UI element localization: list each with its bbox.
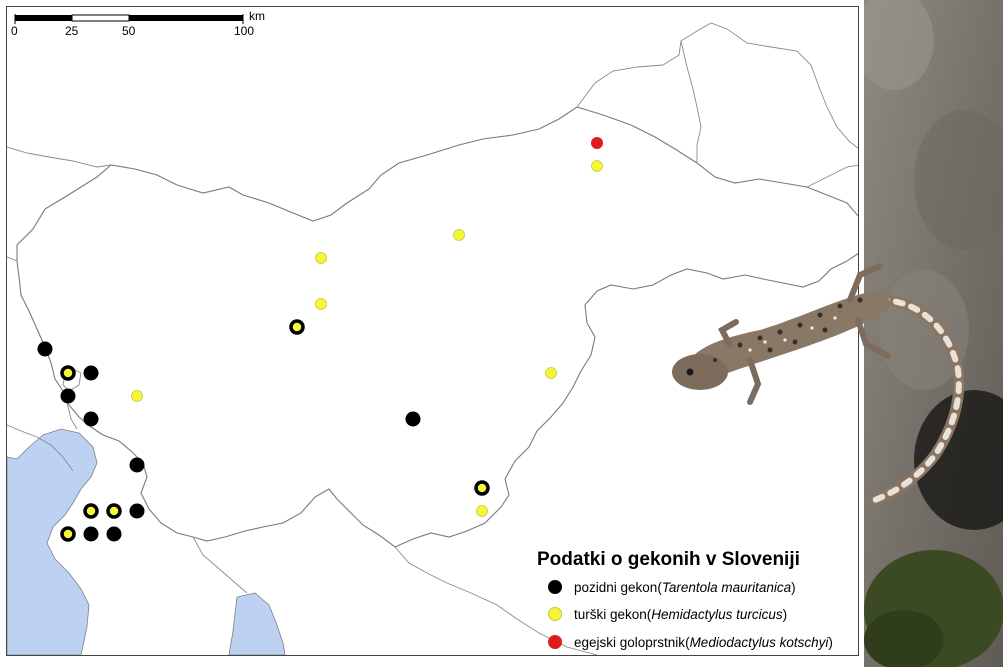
neighbour-border-austria (576, 22, 858, 149)
record-hemidactylus (591, 160, 603, 172)
record-hemidactylus (315, 298, 327, 310)
record-tarentola (83, 526, 99, 542)
neighbour-border-north (7, 146, 112, 168)
scale-tick-50: 50 (122, 24, 136, 38)
record-both-species (289, 319, 305, 335)
legend-common-name: egejski goloprstnik (574, 634, 686, 650)
map-canvas (7, 14, 858, 655)
legend-latin-name: Hemidactylus turcicus (651, 606, 783, 622)
record-tarentola (129, 503, 145, 519)
yellow-dot-icon (548, 607, 562, 621)
neighbour-border-east (806, 164, 858, 188)
rock-background (864, 0, 1003, 667)
record-hemidactylus (315, 252, 327, 264)
legend-item-tarentola: pozidni gekon (Tarentola mauritanica) (548, 578, 796, 596)
record-both-species (106, 503, 122, 519)
scale-tick-0: 0 (11, 24, 18, 38)
record-hemidactylus (453, 229, 465, 241)
scale-tick-100: 100 (234, 24, 255, 38)
record-tarentola (106, 526, 122, 542)
records-layer (37, 137, 603, 542)
record-tarentola (83, 365, 99, 381)
record-tarentola (405, 411, 421, 427)
record-tarentola (83, 411, 99, 427)
record-tarentola (129, 457, 145, 473)
record-hemidactylus (545, 367, 557, 379)
scale-bar-unit: km (249, 9, 265, 23)
record-both-species (60, 526, 76, 542)
record-tarentola (60, 388, 76, 404)
legend-item-hemidactylus: turški gekon (Hemidactylus turcicus) (548, 605, 787, 623)
gulf-sea (228, 592, 286, 655)
scale-tick-25: 25 (65, 24, 79, 38)
record-both-species (474, 480, 490, 496)
record-both-species (83, 503, 99, 519)
record-hemidactylus (476, 505, 488, 517)
neighbour-border-italy (7, 256, 74, 472)
legend-common-name: pozidni gekon (574, 579, 658, 595)
slovenia-border (16, 106, 858, 548)
red-dot-icon (548, 635, 562, 649)
legend-title: Podatki o gekonih v Sloveniji (537, 549, 800, 570)
neighbour-border-hungary (680, 40, 702, 163)
black-dot-icon (548, 580, 562, 594)
record-both-species (60, 365, 76, 381)
adriatic-sea (7, 428, 98, 655)
record-hemidactylus (131, 390, 143, 402)
map-frame: km 0 25 50 100 Podatki o gekonih v Slove… (6, 6, 859, 656)
legend-item-mediodactylus: egejski goloprstnik (Mediodactylus kotsc… (548, 633, 833, 651)
legend-latin-name: Mediodactylus kotschyi (689, 634, 829, 650)
legend-common-name: turški gekon (574, 606, 647, 622)
record-tarentola (37, 341, 53, 357)
scale-bar (14, 14, 244, 24)
legend-latin-name: Tarentola mauritanica (661, 579, 792, 595)
gecko-photo-panel (864, 0, 1003, 667)
record-mediodactylus (591, 137, 603, 149)
